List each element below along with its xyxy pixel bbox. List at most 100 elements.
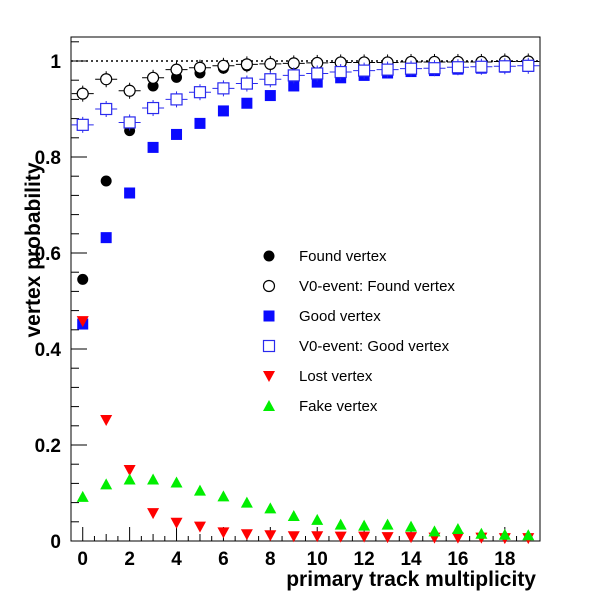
legend-entry: V0-event: Good vertex	[262, 338, 450, 355]
data-point	[146, 101, 160, 115]
legend-label: Lost vertex	[299, 368, 373, 385]
data-point	[311, 531, 324, 543]
data-point	[76, 490, 89, 502]
x-tick-label: 12	[354, 549, 375, 570]
data-point	[217, 490, 230, 502]
legend-entry: Found vertex	[263, 248, 387, 265]
legend-entry: Good vertex	[263, 308, 381, 325]
legend-label: V0-event: Good vertex	[299, 338, 450, 355]
data-point	[147, 141, 159, 153]
legend-marker	[263, 371, 275, 382]
legend-entry: V0-event: Found vertex	[262, 278, 455, 295]
series-triangle-up	[76, 473, 535, 541]
x-tick-label: 4	[171, 549, 182, 570]
data-point	[100, 478, 113, 490]
data-point	[77, 273, 89, 285]
legend-marker	[263, 400, 275, 411]
x-tick-label: 6	[218, 549, 229, 570]
x-tick-label: 14	[400, 549, 422, 570]
data-point	[264, 90, 276, 102]
data-point	[124, 187, 136, 199]
data-point	[193, 86, 207, 99]
legend-entry: Lost vertex	[263, 368, 373, 385]
data-point	[264, 73, 277, 86]
data-point	[451, 61, 465, 74]
data-point	[123, 116, 136, 129]
y-tick-label: 0	[50, 532, 61, 553]
data-point	[358, 64, 371, 77]
data-point	[498, 60, 511, 73]
legend-marker	[262, 339, 276, 353]
data-point	[475, 60, 488, 73]
data-point	[100, 102, 113, 116]
y-tick-label: 1	[50, 52, 61, 73]
legend-marker	[263, 250, 275, 262]
data-point	[123, 473, 136, 485]
data-point	[287, 510, 300, 522]
data-point	[170, 517, 183, 529]
data-point	[241, 97, 253, 109]
x-tick-label: 16	[447, 549, 468, 570]
data-point	[170, 476, 183, 488]
data-point	[334, 531, 347, 543]
data-point	[100, 73, 113, 86]
data-point	[404, 62, 418, 75]
data-point	[76, 118, 89, 131]
data-point	[264, 57, 277, 70]
data-point	[240, 77, 253, 90]
data-point	[264, 502, 277, 514]
data-point	[311, 67, 324, 80]
data-point	[76, 87, 89, 100]
data-point	[498, 528, 511, 540]
data-point	[100, 232, 112, 244]
data-point	[146, 71, 160, 84]
data-point	[288, 80, 300, 92]
data-point	[405, 520, 418, 532]
legend-label: Good vertex	[299, 308, 381, 325]
y-tick-label: 0.6	[35, 244, 61, 265]
series-square-open	[71, 57, 540, 133]
legend-marker	[263, 310, 275, 322]
legend-label: Found vertex	[299, 248, 387, 265]
data-point	[100, 175, 112, 187]
y-axis-title: vertex probability	[22, 162, 45, 337]
data-point	[381, 518, 394, 530]
data-point	[170, 93, 183, 106]
data-point	[217, 527, 230, 539]
data-point	[147, 508, 160, 520]
data-point	[76, 316, 89, 328]
data-point	[311, 76, 323, 88]
data-point	[381, 532, 394, 544]
data-point	[217, 59, 230, 72]
x-tick-label: 2	[124, 549, 135, 570]
data-point	[287, 57, 300, 70]
data-point	[100, 415, 113, 427]
data-points	[71, 53, 540, 545]
legend-entry: Fake vertex	[263, 398, 378, 415]
data-point	[358, 531, 371, 543]
data-point	[311, 513, 324, 525]
data-point	[240, 58, 253, 71]
data-point	[405, 532, 418, 544]
legend-label: V0-event: Found vertex	[299, 278, 455, 295]
data-point	[123, 84, 136, 97]
data-point	[171, 128, 183, 140]
data-point	[264, 530, 277, 542]
data-point	[193, 521, 206, 533]
data-point	[428, 62, 441, 75]
data-point	[193, 61, 207, 74]
data-point	[358, 519, 371, 531]
y-tick-label: 0.2	[35, 436, 61, 457]
data-point	[451, 532, 464, 544]
data-point	[217, 82, 230, 95]
x-tick-label: 0	[77, 549, 88, 570]
x-tick-label: 8	[265, 549, 276, 570]
data-point	[193, 484, 206, 496]
x-tick-label: 18	[494, 549, 515, 570]
data-point	[147, 473, 160, 485]
data-point	[381, 63, 394, 76]
data-point	[217, 105, 229, 117]
data-point	[240, 496, 253, 508]
data-point	[428, 525, 441, 537]
